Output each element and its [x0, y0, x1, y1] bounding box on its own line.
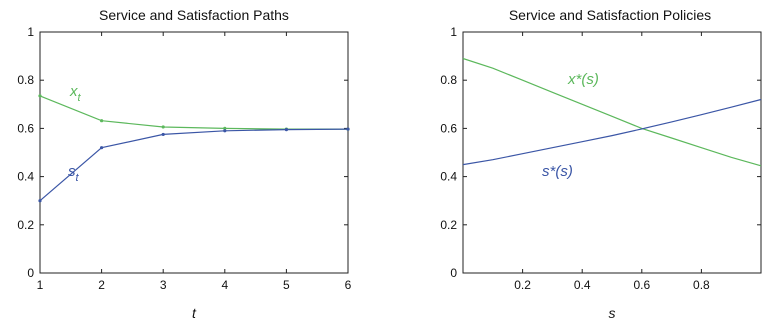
policies-series: [462, 57, 762, 167]
paths-series-point-1: [38, 199, 42, 203]
policies-y-tick-label: 1: [450, 25, 457, 39]
policies-y-tick-label: 0.8: [440, 73, 457, 87]
policies-y-tick-label: 0.4: [440, 170, 457, 184]
paths-x-tick-label: 5: [283, 278, 290, 292]
paths-y-tick-label: 1: [27, 25, 34, 39]
paths-x-ticks: 1 2 3 4 5 6: [37, 32, 352, 292]
paths-plot-frame: [39, 31, 349, 274]
paths-series-label-s: st: [68, 163, 80, 184]
paths-series-point-0: [161, 125, 165, 129]
paths-series-point-1: [346, 127, 350, 131]
policies-x-tick-label: 0.8: [693, 278, 710, 292]
paths-series-line-1: [39, 128, 349, 202]
policies-y-tick-label: 0.6: [440, 121, 457, 135]
policies-x-tick-label: 0.6: [633, 278, 650, 292]
policies-plot-frame: [462, 31, 762, 274]
policies-chart-title: Service and Satisfaction Policies: [509, 7, 711, 23]
paths-series-point-1: [100, 146, 104, 150]
paths-series-label-s-name: s: [68, 163, 76, 180]
policies-chart: Service and Satisfaction Policies 00.20.…: [440, 7, 762, 321]
policies-y-ticks: 0 0.2 0.4 0.6 0.8 1: [440, 25, 761, 280]
paths-y-tick-label: 0.8: [17, 73, 34, 87]
paths-series-label-x-name: x: [69, 83, 78, 100]
paths-x-tick-label: 4: [221, 278, 228, 292]
policies-series-line-0: [462, 57, 762, 167]
policies-series-label-s-star: s*(s): [542, 163, 573, 180]
paths-series-point-0: [100, 119, 104, 123]
paths-series-point-1: [284, 128, 288, 132]
paths-y-tick-label: 0.6: [17, 121, 34, 135]
paths-x-tick-label: 2: [98, 278, 105, 292]
policies-x-axis-label: s: [609, 305, 616, 321]
policies-y-tick-label: 0.2: [440, 218, 457, 232]
paths-chart: Service and Satisfaction Paths 0 0.2 0.4 0.…: [17, 7, 351, 321]
policies-y-tick-label: 0: [450, 266, 457, 280]
paths-x-tick-label: 1: [37, 278, 44, 292]
paths-series-label-x: xt: [69, 83, 82, 104]
paths-x-axis-label: t: [192, 305, 197, 321]
paths-series: [38, 94, 350, 203]
paths-x-tick-label: 6: [345, 278, 352, 292]
policies-x-tick-label: 0.4: [574, 278, 591, 292]
paths-y-ticks: 0 0.2 0.4 0.6 0.8 1: [17, 25, 348, 280]
policies-x-ticks: 0.2 0.4 0.6 0.8: [514, 32, 710, 292]
policies-series-line-1: [462, 98, 762, 166]
paths-y-tick-label: 0: [27, 266, 34, 280]
policies-series-label-x-star: x*(s): [567, 71, 599, 88]
paths-series-label-s-sub: t: [76, 172, 80, 184]
paths-series-point-1: [223, 129, 227, 133]
paths-chart-title: Service and Satisfaction Paths: [99, 7, 289, 23]
paths-series-label-x-sub: t: [78, 92, 82, 104]
policies-x-tick-label: 0.2: [514, 278, 531, 292]
paths-y-tick-label: 0.4: [17, 170, 34, 184]
paths-series-line-0: [39, 95, 348, 130]
paths-series-point-0: [223, 126, 227, 130]
paths-series-point-0: [38, 94, 42, 98]
paths-series-point-1: [161, 132, 165, 137]
paths-x-tick-label: 3: [160, 278, 167, 292]
paths-y-tick-label: 0.2: [17, 218, 34, 232]
